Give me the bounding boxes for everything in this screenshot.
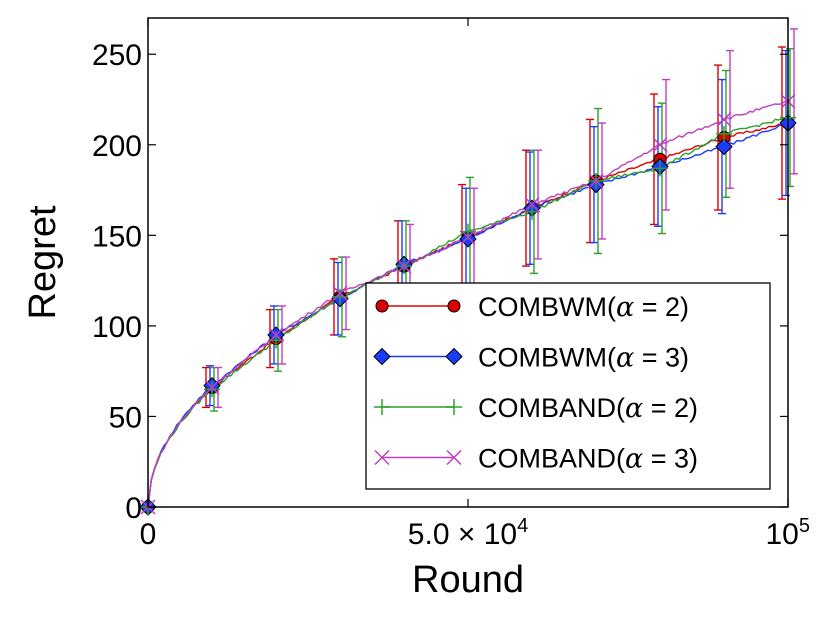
- data-point: [524, 197, 540, 213]
- data-point: [588, 173, 604, 189]
- y-tick-label: 250: [92, 39, 142, 72]
- errorbar: [790, 28, 798, 175]
- legend-marker-end: [446, 399, 462, 415]
- legend-label: COMBWM(α = 3): [478, 343, 689, 374]
- legend-marker-start: [374, 449, 390, 466]
- data-point: [652, 160, 668, 177]
- data-point: [396, 258, 412, 274]
- legend-entry: COMBAND(α = 3): [374, 444, 698, 475]
- markers-comband-3: [140, 93, 796, 515]
- legend-marker-end: [446, 449, 462, 466]
- plot-area: [139, 28, 798, 516]
- data-point: [332, 288, 348, 305]
- legend-entry: COMBWM(α = 2): [375, 292, 689, 323]
- legend-marker-start: [373, 347, 391, 366]
- y-tick-label: 0: [125, 492, 142, 525]
- data-point: [204, 379, 220, 395]
- legend-marker-end: [445, 347, 463, 366]
- y-tick-label: 100: [92, 311, 142, 344]
- legend-marker-start: [375, 299, 389, 313]
- y-tick-label: 50: [109, 401, 142, 434]
- legend-entry: COMBAND(α = 2): [374, 393, 698, 424]
- data-point: [460, 229, 476, 245]
- data-point: [715, 137, 733, 156]
- errorbar: [662, 78, 670, 211]
- legend-marker-end: [447, 299, 461, 313]
- x-tick-label: 5.0 × 104: [408, 515, 528, 551]
- data-point: [332, 285, 348, 301]
- legend-entry: COMBWM(α = 3): [373, 343, 689, 374]
- y-axis: 0 50 100 150 200 250: [92, 39, 788, 525]
- data-point: [716, 111, 732, 127]
- legend-label: COMBWM(α = 2): [478, 292, 689, 323]
- legend-label: COMBAND(α = 3): [478, 444, 698, 475]
- data-point: [524, 203, 540, 220]
- legend-label: COMBAND(α = 2): [478, 393, 698, 424]
- x-tick-label: 0: [140, 518, 157, 551]
- legend-marker-start: [374, 399, 390, 415]
- x-tick-label: 105: [766, 515, 811, 551]
- data-point: [716, 125, 732, 142]
- legend: COMBWM(α = 2) COMBWM(α = 3) COMBAND(α = 2)…: [365, 282, 771, 490]
- x-axis-title: Round: [412, 559, 524, 601]
- y-axis-title: Regret: [22, 205, 64, 319]
- data-point: [268, 327, 284, 343]
- y-tick-label: 200: [92, 130, 142, 163]
- data-point: [204, 381, 220, 398]
- y-tick-label: 150: [92, 220, 142, 253]
- data-point: [652, 137, 668, 153]
- legend-box: [365, 282, 771, 490]
